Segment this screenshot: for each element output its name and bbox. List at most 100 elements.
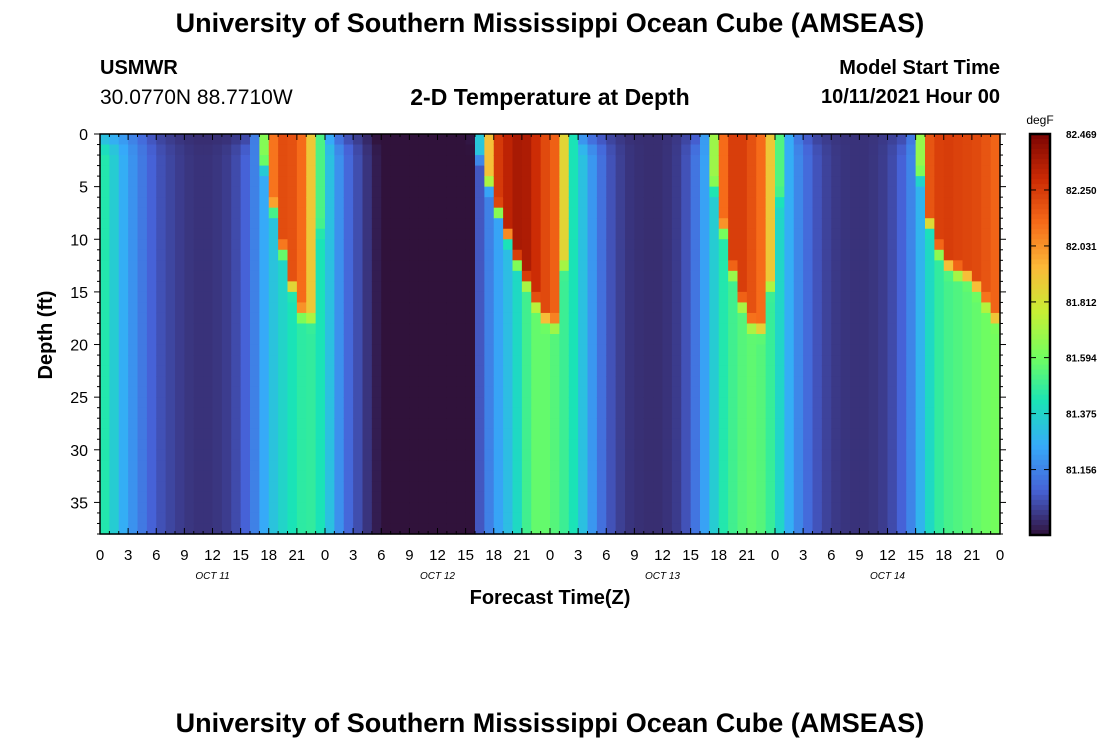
heatmap-cell bbox=[240, 176, 251, 188]
heatmap-cell bbox=[100, 165, 110, 177]
heatmap-cell bbox=[550, 512, 560, 525]
heatmap-cell bbox=[184, 512, 195, 525]
heatmap-cell bbox=[250, 355, 260, 367]
heatmap-cell bbox=[831, 249, 842, 261]
heatmap-cell bbox=[193, 491, 204, 504]
heatmap-cell bbox=[381, 355, 392, 367]
heatmap-cell bbox=[737, 302, 748, 314]
heatmap-cell bbox=[981, 407, 992, 419]
heatmap-cell bbox=[325, 291, 335, 304]
heatmap-cell bbox=[700, 323, 710, 335]
heatmap-cell bbox=[821, 418, 832, 430]
heatmap-cell bbox=[146, 355, 157, 367]
heatmap-cell bbox=[353, 386, 364, 398]
heatmap-cell bbox=[109, 334, 120, 346]
heatmap-cell bbox=[653, 407, 664, 419]
heatmap-cell bbox=[531, 165, 542, 177]
heatmap-cell bbox=[915, 291, 926, 304]
heatmap-cell bbox=[146, 197, 157, 209]
heatmap-cell bbox=[231, 397, 242, 409]
heatmap-cell bbox=[428, 523, 439, 535]
x-axis: 0 3 6 9 12 15 18 21 0 3 6 9 12 15 18 21 0 3 6 9 12 15 18 21 0 3 6 9… bbox=[96, 134, 1004, 582]
heatmap-cell bbox=[165, 502, 176, 514]
x-tick-label: 3 bbox=[574, 547, 582, 564]
heatmap-cell bbox=[446, 386, 457, 398]
heatmap-cell bbox=[990, 376, 1001, 388]
heatmap-cell bbox=[512, 491, 523, 504]
heatmap-cell bbox=[231, 491, 242, 504]
heatmap-cell bbox=[971, 334, 982, 346]
heatmap-cell bbox=[868, 155, 879, 167]
heatmap-cell bbox=[765, 470, 776, 482]
heatmap-cell bbox=[962, 386, 973, 398]
x-tick-label: 6 bbox=[827, 547, 835, 564]
heatmap-cell bbox=[128, 218, 139, 230]
heatmap-cell bbox=[568, 523, 579, 535]
heatmap-cell bbox=[353, 460, 364, 472]
heatmap-cell bbox=[887, 144, 898, 156]
heatmap-cell bbox=[512, 470, 523, 482]
heatmap-cell bbox=[681, 407, 692, 419]
colorbar-segment bbox=[1030, 404, 1050, 411]
heatmap-cell bbox=[475, 470, 485, 482]
heatmap-cell bbox=[737, 481, 748, 493]
heatmap-cell bbox=[437, 491, 448, 504]
heatmap-cell bbox=[718, 512, 729, 525]
heatmap-cell bbox=[934, 355, 945, 367]
heatmap-cell bbox=[100, 186, 110, 198]
heatmap-cell bbox=[512, 523, 523, 535]
heatmap-cell bbox=[306, 270, 317, 282]
heatmap-cell bbox=[746, 449, 757, 461]
heatmap-cell bbox=[953, 502, 964, 514]
heatmap-cell bbox=[953, 176, 964, 188]
heatmap-cell bbox=[278, 260, 289, 272]
heatmap-cell bbox=[503, 165, 514, 177]
heatmap-cell bbox=[390, 249, 401, 261]
heatmap-cell bbox=[578, 186, 589, 198]
heatmap-cell bbox=[371, 365, 382, 377]
heatmap-cell bbox=[512, 376, 523, 388]
heatmap-cell bbox=[821, 155, 832, 167]
heatmap-cell bbox=[409, 491, 420, 504]
heatmap-cell bbox=[521, 481, 532, 493]
heatmap-cell bbox=[306, 386, 317, 398]
heatmap-cell bbox=[915, 144, 926, 156]
heatmap-cell bbox=[840, 355, 851, 367]
heatmap-cell bbox=[981, 207, 992, 219]
heatmap-cell bbox=[868, 144, 879, 156]
heatmap-cell bbox=[540, 291, 551, 304]
heatmap-cell bbox=[165, 197, 176, 209]
heatmap-cell bbox=[362, 355, 373, 367]
heatmap-cell bbox=[784, 355, 795, 367]
heatmap-cell bbox=[184, 239, 195, 251]
heatmap-cell bbox=[887, 386, 898, 398]
heatmap-cell bbox=[681, 470, 692, 482]
heatmap-cell bbox=[765, 344, 776, 356]
heatmap-cell bbox=[840, 365, 851, 377]
heatmap-cell bbox=[990, 481, 1001, 493]
heatmap-cell bbox=[690, 270, 701, 282]
y-tick-label: 20 bbox=[70, 338, 88, 355]
heatmap-cell bbox=[803, 176, 814, 188]
heatmap-cell bbox=[671, 470, 682, 482]
heatmap-cell bbox=[681, 239, 692, 251]
heatmap-cell bbox=[906, 281, 917, 293]
heatmap-cell bbox=[643, 197, 654, 209]
heatmap-cell bbox=[446, 228, 457, 240]
heatmap-cell bbox=[559, 355, 570, 367]
heatmap-cell bbox=[231, 449, 242, 461]
heatmap-cell bbox=[578, 155, 589, 167]
heatmap-cell bbox=[700, 228, 710, 240]
heatmap-cell bbox=[718, 407, 729, 419]
heatmap-cell bbox=[381, 260, 392, 272]
heatmap-cell bbox=[118, 439, 129, 451]
heatmap-cell bbox=[156, 481, 167, 493]
heatmap-cell bbox=[446, 407, 457, 419]
heatmap-cell bbox=[259, 291, 270, 304]
heatmap-cell bbox=[231, 281, 242, 293]
heatmap-cell bbox=[128, 491, 139, 504]
heatmap-cell bbox=[221, 439, 232, 451]
heatmap-cell bbox=[615, 302, 626, 314]
heatmap-cell bbox=[981, 470, 992, 482]
heatmap-cell bbox=[625, 218, 635, 230]
